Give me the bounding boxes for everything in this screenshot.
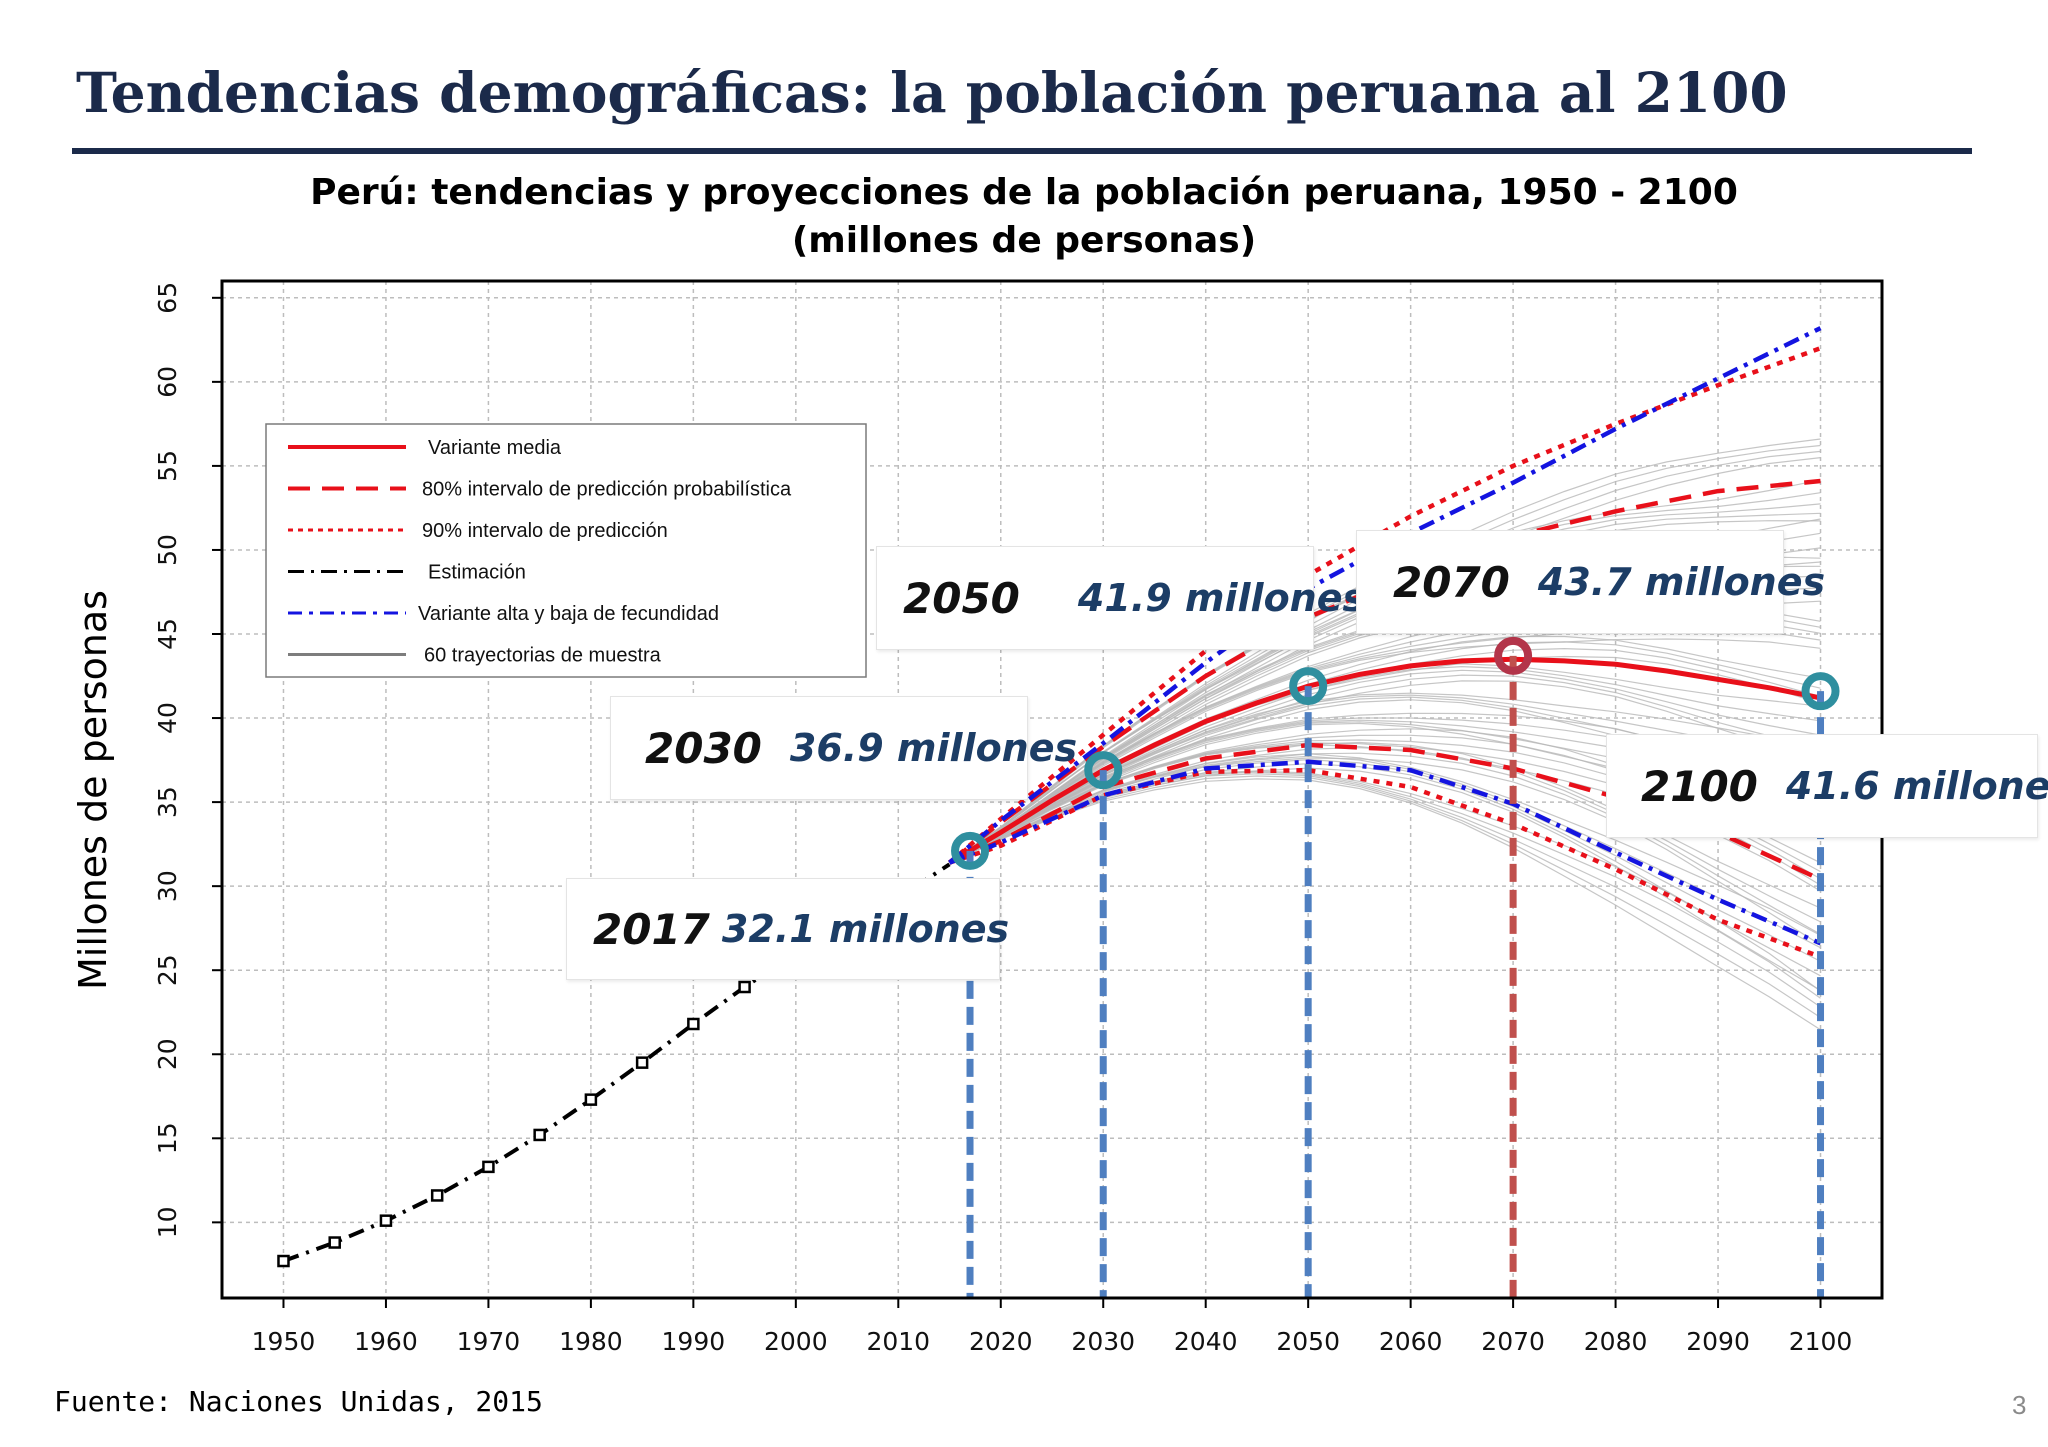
callout-year: 2030 <box>645 723 762 773</box>
legend-label: 90% intervalo de predicción <box>422 520 668 542</box>
y-tick-label: 65 <box>153 282 182 314</box>
y-tick-label: 45 <box>153 618 182 650</box>
chart-subtitle: (millones de personas) <box>791 220 1257 261</box>
x-tick-label: 2050 <box>1276 1327 1340 1356</box>
chart-title: Perú: tendencias y proyecciones de la po… <box>310 172 1738 213</box>
marker-2050 <box>1289 667 1328 706</box>
callout-year: 2017 <box>593 904 710 954</box>
slide-title: Tendencias demográficas: la población pe… <box>76 60 1788 125</box>
y-tick-label: 60 <box>153 366 182 398</box>
estimate-point <box>430 1189 444 1202</box>
legend-label: Variante alta y baja de fecundidad <box>418 603 719 625</box>
estimate-point <box>379 1214 393 1227</box>
legend-label: 80% intervalo de predicción probabilísti… <box>422 479 792 501</box>
chart-legend: Variante media 80% intervalo de predicció… <box>265 423 867 678</box>
x-tick-label: 2030 <box>1071 1327 1135 1356</box>
marker-2100 <box>1801 672 1840 711</box>
x-axis-ticks: 1950 1960 1970 1980 1990 2000 2010 2020 2030 2040… <box>252 1298 1853 1356</box>
callout-year: 2070 <box>1393 557 1510 607</box>
estimate-point <box>277 1254 290 1268</box>
y-tick-label: 30 <box>153 870 182 902</box>
x-tick-label: 1990 <box>662 1327 726 1356</box>
callout-value: 32.1 millones <box>721 907 1010 951</box>
series-line-variante-media <box>948 656 1821 865</box>
highlight-guides <box>966 655 1825 1298</box>
x-tick-label: 2010 <box>866 1327 930 1356</box>
callout-2100: 2100 41.6 millones <box>1606 734 2048 838</box>
callout-2050: 2050 41.9 millones <box>876 546 1365 650</box>
highlight-markers <box>951 636 1840 870</box>
y-tick-label: 25 <box>153 954 182 986</box>
x-tick-label: 1950 <box>252 1327 316 1356</box>
trajectory-line <box>949 778 1821 1031</box>
estimate-point <box>533 1128 546 1142</box>
series-line-fecundidad-alta <box>948 326 1822 865</box>
x-tick-label: 2060 <box>1379 1327 1443 1356</box>
x-tick-label: 2090 <box>1686 1327 1750 1356</box>
callout-value: 41.6 millones <box>1785 764 2048 808</box>
estimate-point <box>482 1160 495 1174</box>
x-tick-label: 2040 <box>1174 1327 1238 1356</box>
trajectory-line <box>949 638 1821 864</box>
callout-year: 2100 <box>1641 761 1758 811</box>
y-tick-label: 35 <box>153 786 182 818</box>
series-line-90-alto <box>948 346 1822 865</box>
y-tick-label: 10 <box>153 1206 182 1238</box>
source-note: Fuente: Naciones Unidas, 2015 <box>54 1385 543 1418</box>
x-tick-label: 1960 <box>354 1327 418 1356</box>
y-axis-label: Millones de personas <box>71 590 115 990</box>
callout-year: 2050 <box>903 573 1020 623</box>
estimate-point <box>738 980 751 994</box>
x-tick-label: 1970 <box>457 1327 521 1356</box>
marker-2017 <box>951 831 990 870</box>
series-line-fecundidad-baja <box>948 759 1822 946</box>
x-tick-label: 2080 <box>1584 1327 1648 1356</box>
series-line-90-bajo <box>948 767 1822 959</box>
page-number: 3 <box>2012 1390 2027 1420</box>
estimate-point <box>584 1093 598 1106</box>
y-tick-label: 50 <box>153 534 182 566</box>
title-divider <box>72 148 1972 154</box>
callout-value: 43.7 millones <box>1537 560 1826 604</box>
x-tick-label: 1980 <box>559 1327 623 1356</box>
callout-2070: 2070 43.7 millones <box>1356 530 1825 634</box>
callout-value: 36.9 millones <box>789 726 1078 770</box>
legend-label: Estimación <box>428 562 526 584</box>
marker-2030 <box>1084 751 1123 790</box>
legend-label: Variante media <box>428 437 562 459</box>
trajectory-line <box>949 741 1821 909</box>
y-tick-label: 55 <box>153 450 182 482</box>
y-tick-label: 15 <box>153 1122 182 1154</box>
y-tick-label: 40 <box>153 702 182 734</box>
x-tick-label: 2100 <box>1789 1327 1853 1356</box>
trajectory-line <box>949 753 1821 936</box>
marker-2070 <box>1494 636 1533 675</box>
estimate-point <box>328 1236 341 1249</box>
callout-2017: 2017 32.1 millones <box>566 878 1009 980</box>
estimate-point <box>687 1017 700 1031</box>
legend-box <box>265 423 867 678</box>
x-tick-label: 2000 <box>764 1327 828 1356</box>
estimate-point <box>635 1056 649 1069</box>
y-axis-ticks: 10 15 20 25 30 35 40 45 50 55 60 65 <box>153 282 222 1238</box>
series-line-estimaci-n <box>282 862 951 1263</box>
x-tick-label: 2020 <box>969 1327 1033 1356</box>
callout-value: 41.9 millones <box>1077 576 1366 620</box>
legend-label: 60 trayectorias de muestra <box>424 645 662 667</box>
trajectory-line <box>949 775 1821 1019</box>
y-tick-label: 20 <box>153 1038 182 1070</box>
x-tick-label: 2070 <box>1481 1327 1545 1356</box>
callout-2030: 2030 36.9 millones <box>610 696 1077 800</box>
